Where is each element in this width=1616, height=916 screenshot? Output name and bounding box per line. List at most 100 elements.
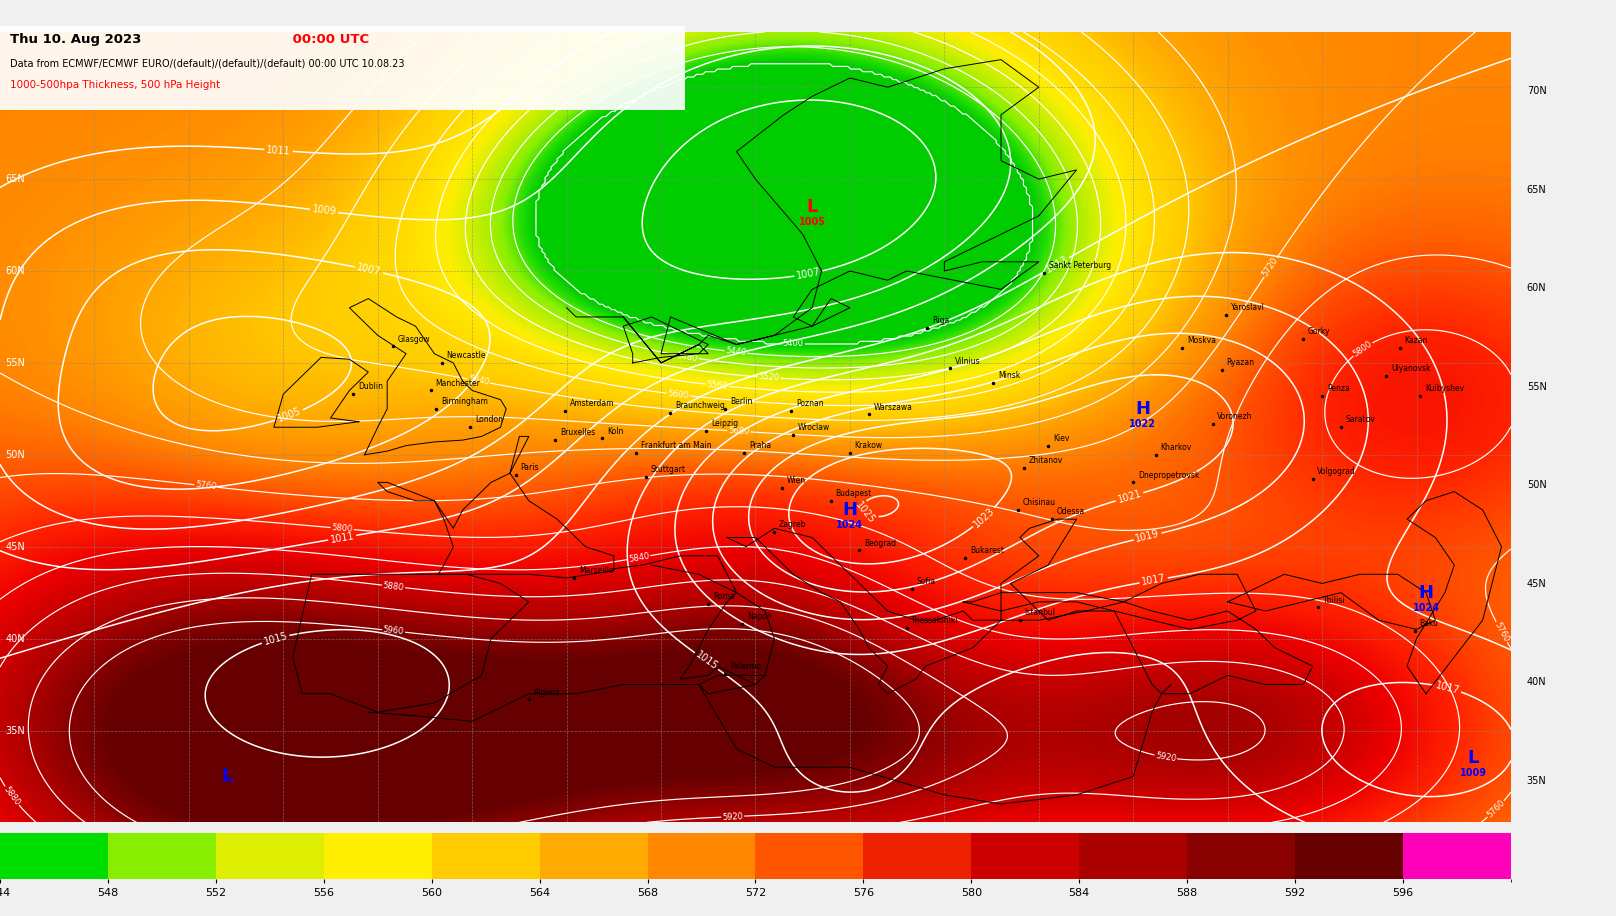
Text: Amsterdam: Amsterdam bbox=[569, 399, 614, 408]
Text: 5560: 5560 bbox=[706, 380, 729, 391]
Text: Ulyanovsk: Ulyanovsk bbox=[1391, 364, 1430, 373]
Text: 1005: 1005 bbox=[798, 217, 826, 227]
Text: 5920: 5920 bbox=[1155, 751, 1176, 763]
Text: 1015: 1015 bbox=[262, 631, 289, 647]
Text: Yaroslavl: Yaroslavl bbox=[1230, 303, 1264, 312]
Text: 70N: 70N bbox=[6, 82, 26, 93]
Text: 1011: 1011 bbox=[330, 530, 356, 545]
Text: L: L bbox=[221, 768, 233, 785]
Text: Saratov: Saratov bbox=[1346, 416, 1375, 424]
Text: 55N: 55N bbox=[1527, 382, 1547, 392]
Text: 70N: 70N bbox=[1527, 86, 1547, 96]
Text: Warszawa: Warszawa bbox=[874, 403, 913, 411]
Text: 5880: 5880 bbox=[2, 785, 21, 807]
Text: 1005: 1005 bbox=[276, 407, 302, 424]
Text: Kiev: Kiev bbox=[1054, 434, 1070, 442]
Text: 5760: 5760 bbox=[196, 480, 217, 492]
Text: Kharkov: Kharkov bbox=[1160, 443, 1193, 453]
Text: 5720: 5720 bbox=[1260, 256, 1280, 278]
Text: 1011: 1011 bbox=[267, 145, 291, 157]
Text: 5800: 5800 bbox=[1351, 339, 1374, 358]
Text: 50N: 50N bbox=[6, 450, 26, 460]
Text: Leipzig: Leipzig bbox=[711, 420, 739, 428]
Text: 40N: 40N bbox=[1527, 677, 1547, 687]
Text: 1019: 1019 bbox=[1134, 529, 1160, 544]
Text: 5800: 5800 bbox=[331, 523, 352, 534]
Text: H: H bbox=[842, 501, 858, 519]
Text: Voronezh: Voronezh bbox=[1217, 412, 1252, 420]
Text: Budapest: Budapest bbox=[835, 489, 873, 498]
Text: 65N: 65N bbox=[1527, 185, 1547, 195]
Text: Stuttgart: Stuttgart bbox=[651, 465, 685, 474]
Text: Minsk: Minsk bbox=[999, 371, 1020, 380]
Text: Braunchweig: Braunchweig bbox=[675, 401, 726, 409]
Text: 5400: 5400 bbox=[782, 340, 803, 348]
Text: 1017: 1017 bbox=[1141, 573, 1167, 587]
Text: Zagreb: Zagreb bbox=[779, 520, 806, 529]
Text: Glasgow: Glasgow bbox=[398, 334, 430, 344]
Text: Thu 10. Aug 2023: Thu 10. Aug 2023 bbox=[10, 33, 141, 46]
Text: Ryazan: Ryazan bbox=[1227, 358, 1254, 367]
Text: 35N: 35N bbox=[6, 725, 26, 736]
Text: 55N: 55N bbox=[6, 358, 26, 368]
Text: London: London bbox=[475, 416, 503, 424]
Text: 1024: 1024 bbox=[837, 520, 863, 530]
Text: Istanbul: Istanbul bbox=[1025, 608, 1055, 617]
Text: Manchester: Manchester bbox=[435, 378, 480, 387]
Text: 35N: 35N bbox=[1527, 776, 1547, 786]
Text: Data from ECMWF/ECMWF EURO/(default)/(default)/(default) 00:00 UTC 10.08.23: Data from ECMWF/ECMWF EURO/(default)/(de… bbox=[10, 59, 404, 69]
Text: Dublin: Dublin bbox=[357, 382, 383, 391]
Text: Gorky: Gorky bbox=[1307, 327, 1330, 336]
Text: 00:00 UTC: 00:00 UTC bbox=[288, 33, 368, 46]
Text: Berlin: Berlin bbox=[730, 398, 753, 406]
Text: 1024: 1024 bbox=[1412, 603, 1440, 613]
Text: Wien: Wien bbox=[787, 476, 806, 485]
Text: H: H bbox=[1419, 583, 1433, 602]
Text: 5760: 5760 bbox=[1493, 621, 1511, 644]
Text: 60N: 60N bbox=[6, 266, 26, 276]
Text: 5600: 5600 bbox=[667, 389, 690, 400]
Text: 5840: 5840 bbox=[627, 551, 650, 564]
Text: 5440: 5440 bbox=[726, 346, 747, 358]
Text: 5760: 5760 bbox=[1485, 799, 1506, 820]
Text: Napoli: Napoli bbox=[747, 612, 771, 621]
Text: 45N: 45N bbox=[1527, 579, 1547, 589]
Text: Sankt Peterburg: Sankt Peterburg bbox=[1049, 261, 1112, 270]
Text: L: L bbox=[806, 198, 818, 215]
Text: 1023: 1023 bbox=[971, 506, 997, 529]
Text: Algiers: Algiers bbox=[533, 688, 561, 696]
Text: Penza: Penza bbox=[1327, 384, 1349, 393]
Text: 1007: 1007 bbox=[795, 267, 821, 281]
Text: 65N: 65N bbox=[6, 174, 26, 184]
Text: 5520: 5520 bbox=[758, 373, 781, 383]
Text: 1007: 1007 bbox=[356, 263, 381, 278]
Text: Chisinau: Chisinau bbox=[1023, 498, 1055, 507]
Text: 60N: 60N bbox=[1527, 283, 1547, 293]
Text: 1022: 1022 bbox=[1130, 420, 1155, 430]
Text: 1009: 1009 bbox=[312, 204, 336, 217]
Text: Kazan: Kazan bbox=[1404, 336, 1427, 345]
Text: Poznan: Poznan bbox=[797, 399, 824, 408]
Text: 5880: 5880 bbox=[383, 581, 404, 592]
Text: Zhitanov: Zhitanov bbox=[1028, 456, 1063, 465]
Text: Kuibyshev: Kuibyshev bbox=[1425, 384, 1464, 393]
Text: Palermo: Palermo bbox=[730, 661, 761, 671]
Text: Thessaloniki: Thessaloniki bbox=[911, 616, 958, 625]
Text: 5960: 5960 bbox=[383, 626, 404, 637]
Text: 1000-500hpa Thickness, 500 hPa Height: 1000-500hpa Thickness, 500 hPa Height bbox=[10, 80, 220, 90]
Text: Baku: Baku bbox=[1419, 619, 1438, 628]
Text: Roma: Roma bbox=[713, 592, 735, 601]
Text: 5680: 5680 bbox=[727, 426, 750, 436]
Text: Bruxelles: Bruxelles bbox=[561, 429, 595, 437]
Text: 5480: 5480 bbox=[675, 351, 698, 363]
Text: 1009: 1009 bbox=[1459, 769, 1487, 779]
Text: Marseille: Marseille bbox=[579, 566, 614, 575]
Text: 1013: 1013 bbox=[1044, 255, 1070, 275]
Text: Wroclaw: Wroclaw bbox=[798, 423, 831, 431]
Text: 1025: 1025 bbox=[853, 500, 876, 526]
Text: Sofia: Sofia bbox=[916, 577, 936, 586]
Text: L: L bbox=[1467, 749, 1479, 767]
Text: Newcastle: Newcastle bbox=[446, 351, 486, 360]
Text: Dnepropetrovsk: Dnepropetrovsk bbox=[1138, 471, 1199, 480]
Text: 5640: 5640 bbox=[467, 375, 490, 387]
